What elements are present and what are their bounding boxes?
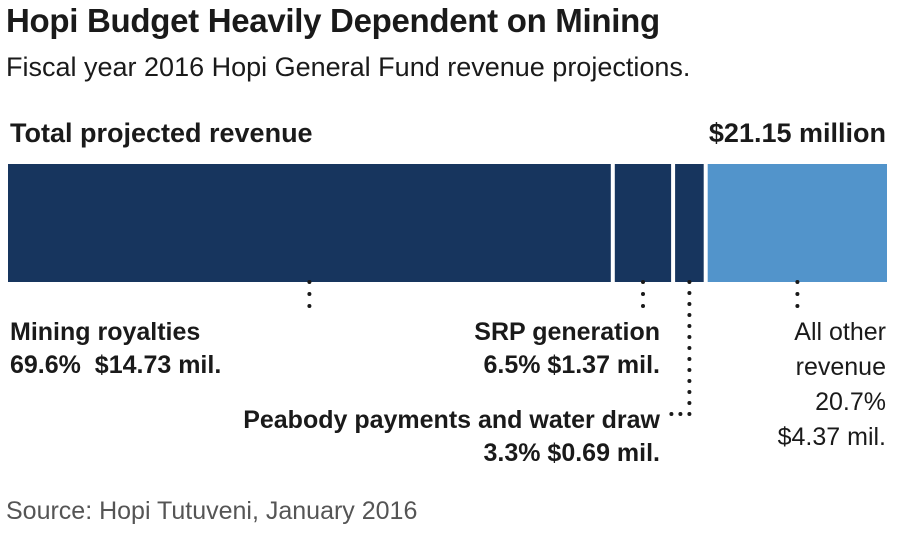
mining-royalties-amount: $14.73 mil. xyxy=(94,351,222,379)
leader-dot-peabody xyxy=(687,379,692,383)
leader-dot-other xyxy=(795,292,800,296)
leader-dot-peabody xyxy=(687,357,692,361)
leader-dot-mining xyxy=(307,304,312,308)
leader-dot-srp xyxy=(641,292,645,296)
leader-dot-peabody xyxy=(687,313,692,317)
leader-dot-other xyxy=(795,304,800,308)
peabody-percent: 3.3% xyxy=(483,439,541,467)
chart-title: Hopi Budget Heavily Dependent on Mining xyxy=(6,2,660,39)
mining-royalties-values: 69.6% $14.73 mil. xyxy=(10,350,221,381)
srp-generation-amount: $1.37 mil. xyxy=(547,351,660,379)
srp-generation-values: 6.5% $1.37 mil. xyxy=(483,350,660,381)
mining-royalties-label: Mining royalties xyxy=(10,318,201,346)
leader-dot-peabody xyxy=(687,302,692,306)
chart-subtitle: Fiscal year 2016 Hopi General Fund reven… xyxy=(6,52,691,82)
leader-dot-peabody xyxy=(678,412,683,416)
leader-dot-peabody xyxy=(687,346,692,350)
other-revenue-amount: $4.37 mil. xyxy=(777,423,886,451)
total-value: $21.15 million xyxy=(708,118,886,148)
srp-generation-label: SRP generation xyxy=(474,318,660,346)
leader-dot-other xyxy=(795,280,800,284)
leader-dot-peabody xyxy=(687,291,692,295)
other-revenue-percent: 20.7% xyxy=(815,388,886,416)
other-revenue-label-line1: All other xyxy=(794,318,886,346)
bar-segment-mining-royalties xyxy=(8,164,611,282)
leader-dot-peabody xyxy=(687,368,692,372)
source-note: Source: Hopi Tutuveni, January 2016 xyxy=(6,497,418,525)
leader-dot-peabody xyxy=(669,412,674,416)
bar-segment-peabody xyxy=(675,164,704,282)
peabody-label: Peabody payments and water draw xyxy=(243,406,660,434)
mining-royalties-percent: 69.6% xyxy=(10,351,81,379)
leader-dot-srp xyxy=(641,280,645,284)
leader-dot-mining xyxy=(307,292,312,296)
bar-segment-other-revenue xyxy=(707,164,887,282)
leader-dot-peabody xyxy=(687,324,692,328)
leader-dot-peabody xyxy=(687,401,692,405)
leader-dot-peabody xyxy=(687,335,692,339)
other-revenue-label-line2: revenue xyxy=(795,353,886,381)
peabody-values: 3.3% $0.69 mil. xyxy=(483,438,660,469)
stacked-bar-chart xyxy=(8,164,887,416)
bar-segment-srp-generation xyxy=(614,164,672,282)
leader-dot-peabody xyxy=(687,390,692,394)
peabody-amount: $0.69 mil. xyxy=(547,439,660,467)
srp-generation-percent: 6.5% xyxy=(483,351,541,379)
leader-dot-mining xyxy=(307,280,312,284)
leader-dot-peabody xyxy=(687,280,692,284)
leader-dot-srp xyxy=(641,304,645,308)
leader-dot-peabody xyxy=(687,412,692,416)
total-label: Total projected revenue xyxy=(10,118,313,148)
